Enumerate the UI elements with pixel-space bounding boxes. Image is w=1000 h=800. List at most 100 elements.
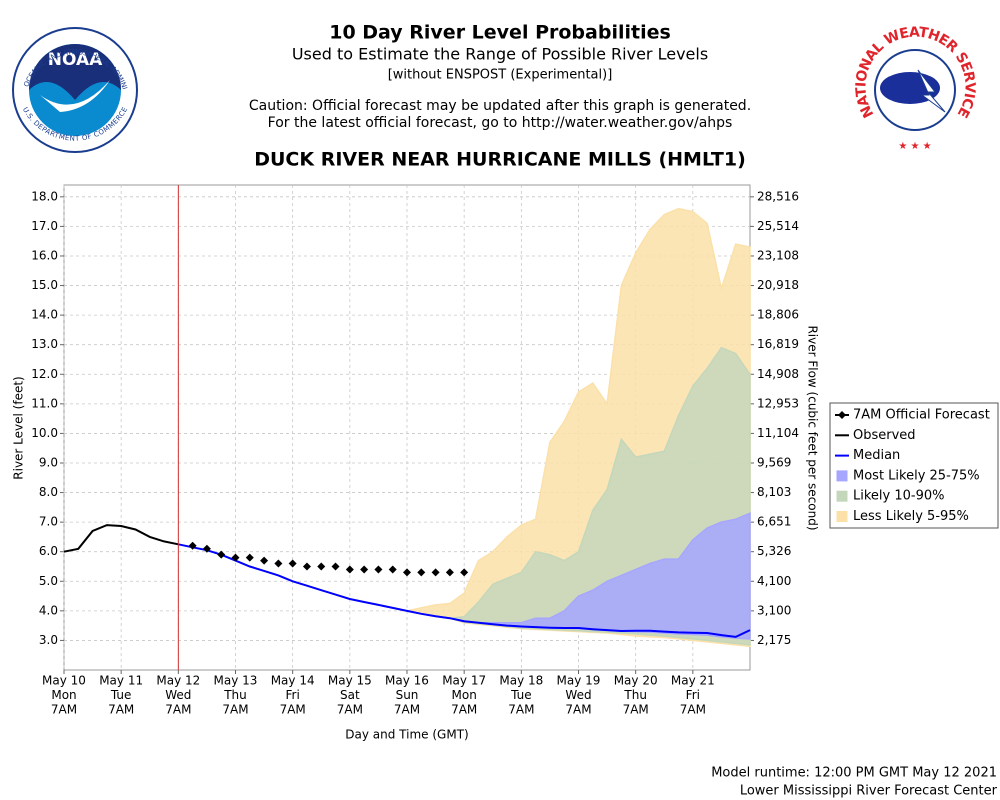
y2-tick-label: 2,175: [757, 633, 791, 647]
series-line: [178, 543, 751, 638]
y-tick-label: 17.0: [31, 219, 58, 233]
y2-tick-label: 6,651: [757, 515, 791, 529]
x-tick-label: 7AM: [280, 703, 306, 717]
y-tick-label: 18.0: [31, 189, 58, 203]
x-tick-label: Wed: [165, 688, 191, 702]
y-tick-label: 9.0: [39, 455, 58, 469]
x-tick-label: May 21: [671, 674, 715, 688]
forecast-point: [217, 550, 226, 559]
x-tick-label: 7AM: [222, 703, 248, 717]
x-tick-label: Mon: [452, 688, 477, 702]
legend-swatch: [836, 490, 848, 502]
center: Lower Mississippi River Forecast Center: [740, 784, 998, 799]
y-axis-title: River Level (feet): [12, 376, 26, 479]
y2-tick-label: 4,100: [757, 574, 791, 588]
x-tick-label: 7AM: [623, 703, 649, 717]
y2-tick-label: 20,918: [757, 278, 799, 292]
x-tick-label: Fri: [286, 688, 300, 702]
forecast-point: [260, 556, 269, 565]
x-tick-label: 7AM: [337, 703, 363, 717]
x-tick-label: May 15: [328, 674, 372, 688]
y-tick-label: 4.0: [39, 603, 58, 617]
note: [without ENSPOST (Experimental)]: [388, 68, 613, 83]
forecast-point: [403, 568, 411, 577]
x-tick-label: May 11: [99, 674, 143, 688]
forecast-point: [374, 565, 383, 574]
y-tick-label: 15.0: [31, 278, 58, 292]
x-tick-label: May 18: [499, 674, 543, 688]
forecast-point: [302, 562, 311, 571]
forecast-point: [288, 559, 297, 568]
y-tick-label: 7.0: [39, 515, 58, 529]
y2-tick-label: 14,908: [757, 367, 799, 381]
legend-label: Less Likely 5-95%: [853, 509, 969, 524]
y2-tick-label: 25,514: [757, 219, 799, 233]
y2-tick-label: 23,108: [757, 248, 799, 262]
forecast-point: [317, 562, 326, 571]
forecast-point: [345, 565, 354, 574]
legend-label: Most Likely 25-75%: [853, 468, 980, 483]
x-tick-label: Fri: [686, 688, 700, 702]
legend-label: Median: [853, 448, 900, 463]
legend-box: [829, 402, 999, 529]
y2-tick-label: 5,326: [757, 544, 791, 558]
nws-stars: ★ ★ ★: [898, 141, 931, 152]
legend-swatch: [836, 470, 848, 482]
forecast-point: [274, 559, 283, 568]
x-tick-label: May 20: [614, 674, 658, 688]
forecast-point: [460, 568, 469, 577]
y-tick-label: 10.0: [31, 426, 58, 440]
forecast-point: [445, 568, 454, 577]
x-tick-label: 7AM: [394, 703, 420, 717]
y2-tick-label: 8,103: [757, 485, 791, 499]
title: 10 Day River Level Probabilities: [329, 22, 671, 44]
y2-tick-label: 3,100: [757, 603, 791, 617]
x-tick-label: May 12: [156, 674, 200, 688]
y-tick-label: 16.0: [31, 248, 58, 262]
x-tick-label: May 13: [214, 674, 258, 688]
forecast-point: [188, 541, 197, 550]
noaa-logo: NOAA NATIONAL OCEANIC AND ATMOSPHERIC AD…: [0, 0, 138, 153]
runtime: Model runtime: 12:00 PM GMT May 12 2021: [711, 766, 997, 781]
x-axis-title: Day and Time (GMT): [345, 728, 468, 742]
chart-title: DUCK RIVER NEAR HURRICANE MILLS (HMLT1): [254, 149, 746, 171]
y-tick-label: 11.0: [31, 396, 58, 410]
x-tick-label: Mon: [51, 688, 76, 702]
caution: For the latest official forecast, go to …: [268, 115, 733, 131]
x-tick-label: Tue: [510, 688, 532, 702]
forecast-point: [431, 568, 440, 577]
legend: 7AM Official Forecast Observed Median Most …: [829, 402, 999, 529]
y-tick-label: 3.0: [39, 633, 58, 647]
y-tick-label: 5.0: [39, 574, 58, 588]
x-tick-label: May 17: [442, 674, 486, 688]
forecast-point: [417, 568, 426, 577]
y-tick-label: 6.0: [39, 544, 58, 558]
subtitle: Used to Estimate the Range of Possible R…: [292, 45, 708, 64]
x-tick-label: May 19: [557, 674, 601, 688]
x-tick-label: May 10: [42, 674, 86, 688]
x-tick-label: Wed: [565, 688, 591, 702]
x-tick-label: 7AM: [165, 703, 191, 717]
nws-logo: NATIONAL WEATHER SERVICE ★ ★ ★: [853, 25, 978, 152]
y-tick-label: 13.0: [31, 337, 58, 351]
y-tick-label: 12.0: [31, 367, 58, 381]
plot: 3.0 4.0 5.0 6.0 7.0 8.0 9.0 10.0 11.0 12.0 13.0 14.…: [31, 184, 799, 717]
x-tick-label: Sat: [340, 688, 360, 702]
noaa-text: NOAA: [48, 50, 103, 70]
legend-label: 7AM Official Forecast: [853, 408, 990, 423]
y-tick-label: 14.0: [31, 308, 58, 322]
y2-axis-title: River Flow (cubic feet per second): [806, 325, 820, 530]
forecast-point: [202, 544, 211, 553]
x-tick-label: Thu: [223, 688, 247, 702]
x-tick-label: 7AM: [680, 703, 706, 717]
y-tick-label: 8.0: [39, 485, 58, 499]
forecast-point: [231, 553, 240, 562]
forecast-point: [360, 565, 369, 574]
x-tick-label: 7AM: [565, 703, 591, 717]
x-tick-label: 7AM: [451, 703, 477, 717]
y2-tick-label: 16,819: [757, 337, 799, 351]
legend-label: Observed: [853, 428, 916, 443]
x-tick-label: Sun: [396, 688, 419, 702]
caution: Caution: Official forecast may be update…: [249, 98, 751, 114]
